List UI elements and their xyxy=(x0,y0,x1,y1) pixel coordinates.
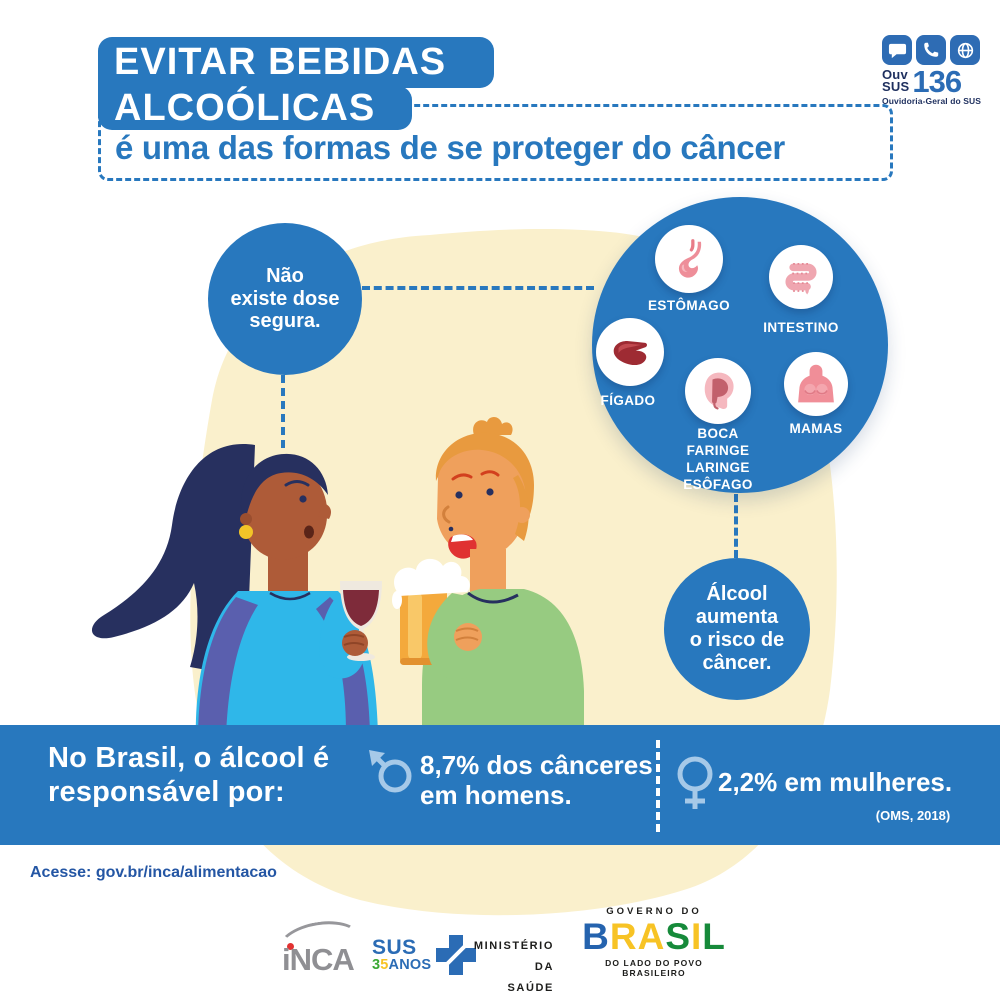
mouth-throat-icon xyxy=(704,372,734,410)
band-intro: No Brasil, o álcool é responsável por: xyxy=(48,742,330,809)
female-symbol-icon xyxy=(677,756,713,809)
bubble-alcohol-risk-line: câncer. xyxy=(702,651,772,674)
title-line1: EVITAR BEBIDAS xyxy=(114,41,447,83)
title-line2-box: ALCOÓLICAS xyxy=(98,86,412,130)
mouth-throat-badge xyxy=(685,358,751,424)
breasts-badge xyxy=(784,352,848,416)
subtitle-dashed-box xyxy=(98,104,893,181)
stat-source: (OMS, 2018) xyxy=(875,808,951,823)
organ-label-estomago: ESTÔMAGO xyxy=(648,298,730,313)
sus-cross-icon xyxy=(436,935,477,975)
stomach-icon xyxy=(678,239,702,278)
liver-icon xyxy=(613,340,647,366)
bubble-no-safe-dose-line: Não xyxy=(266,264,304,287)
organ-label-boca-faringe: BOCA FARINGE LARINGE ESÔFAGO xyxy=(683,426,753,492)
organ-label-figado: FÍGADO xyxy=(600,393,656,408)
male-symbol-icon xyxy=(369,750,412,793)
contact-caption: Ouvidoria-Geral do SUS xyxy=(882,96,982,107)
bubble-alcohol-risk-line: Álcool xyxy=(706,583,768,606)
inca-logo-dot xyxy=(287,943,294,950)
ouvidoria-contact-block: Ouv SUS 136 Ouvidoria-Geral do SUS xyxy=(882,35,992,106)
title-line1-box: EVITAR BEBIDAS xyxy=(98,37,494,88)
band-divider xyxy=(656,740,660,832)
bubble-no-safe-dose: Não existe dose segura. xyxy=(208,223,362,375)
contact-number: 136 xyxy=(912,64,962,99)
access-url: Acesse: gov.br/inca/alimentacao xyxy=(30,864,277,881)
stomach-badge xyxy=(655,225,723,293)
globe-icon xyxy=(950,35,980,65)
title-line2: ALCOÓLICAS xyxy=(114,86,376,129)
breasts-icon xyxy=(798,364,834,403)
liver-badge xyxy=(596,318,664,386)
contact-ouv: Ouv xyxy=(882,67,908,82)
governo-brasil-logo: GOVERNO DO BRASIL DO LADO DO POVO BRASIL… xyxy=(574,906,734,978)
phone-icon xyxy=(916,35,946,65)
connector-vertical-right xyxy=(734,494,738,558)
bubble-no-safe-dose-line: existe dose xyxy=(230,287,340,310)
inca-logo: iNCA xyxy=(275,915,365,986)
stat-men: 8,7% dos cânceres em homens. xyxy=(420,750,653,810)
statistics-band: No Brasil, o álcool é responsável por: 8… xyxy=(0,725,1000,845)
organ-label-mamas: MAMAS xyxy=(789,421,843,436)
intestine-badge xyxy=(769,245,833,309)
bubble-alcohol-risk-line: o risco de xyxy=(689,629,785,651)
ministerio-saude-logo: MINISTÉRIO DA SAÚDE xyxy=(473,940,554,994)
bubble-no-safe-dose-line: segura. xyxy=(249,310,321,333)
bubble-alcohol-risk: Álcool aumenta o risco de câncer. xyxy=(664,558,810,700)
brasil-wordmark: BRASIL xyxy=(582,916,726,957)
organ-label-intestino: INTESTINO xyxy=(763,320,839,335)
subtitle: é uma das formas de se proteger do cânce… xyxy=(115,129,785,166)
sus-35-anos-logo: SUS 35ANOS xyxy=(372,932,479,978)
bubble-alcohol-risk-line: aumenta xyxy=(695,606,779,629)
intestine-icon xyxy=(785,263,817,295)
stat-women: 2,2% em mulheres. xyxy=(718,767,953,797)
connector-horizontal xyxy=(362,286,594,290)
connector-vertical-left xyxy=(281,375,285,448)
contact-sus: SUS xyxy=(882,79,910,95)
chat-icon xyxy=(882,35,912,65)
